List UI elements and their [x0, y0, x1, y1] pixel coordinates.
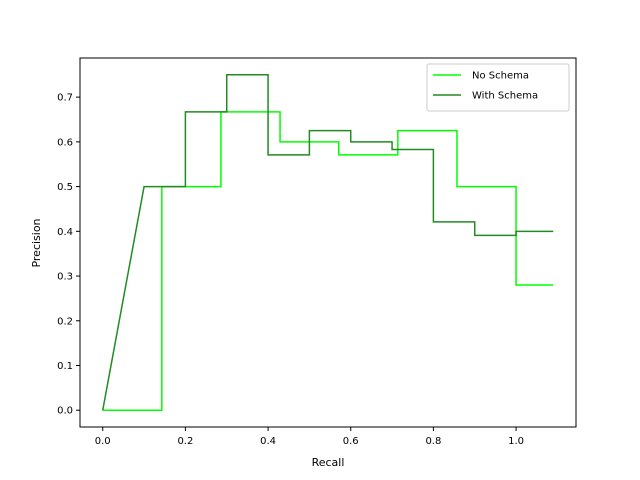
y-tick-label: 0.0 — [57, 406, 73, 417]
legend-box — [426, 63, 570, 112]
y-tick-label: 0.1 — [57, 361, 73, 372]
y-tick-label: 0.3 — [57, 272, 73, 283]
x-tick-label: 0.8 — [425, 436, 441, 447]
y-tick-label: 0.4 — [57, 227, 73, 238]
y-tick-label: 0.6 — [57, 137, 73, 148]
series-line-with-schema — [101, 74, 554, 411]
x-tick-label: 1.0 — [508, 436, 524, 447]
legend: No Schema With Schema — [426, 63, 570, 112]
axes-frame — [79, 57, 577, 428]
legend-label: With Schema — [472, 91, 538, 102]
series-line-no-schema — [102, 111, 554, 411]
y-axis-label: Precision — [30, 218, 43, 267]
y-axis: 0.0 0.1 0.2 0.3 0.4 0.5 0.6 0.7 — [57, 93, 80, 417]
x-tick-label: 0.6 — [343, 436, 359, 447]
legend-label: No Schema — [472, 71, 529, 82]
x-axis: 0.0 0.2 0.4 0.6 0.8 1.0 — [95, 427, 524, 447]
x-tick-label: 0.0 — [95, 436, 111, 447]
x-axis-label: Recall — [312, 456, 345, 469]
x-tick-label: 0.4 — [260, 436, 276, 447]
y-tick-label: 0.7 — [57, 93, 73, 104]
x-tick-label: 0.2 — [177, 436, 193, 447]
y-tick-label: 0.2 — [57, 316, 73, 327]
series-group — [101, 74, 554, 411]
y-tick-label: 0.5 — [57, 182, 73, 193]
